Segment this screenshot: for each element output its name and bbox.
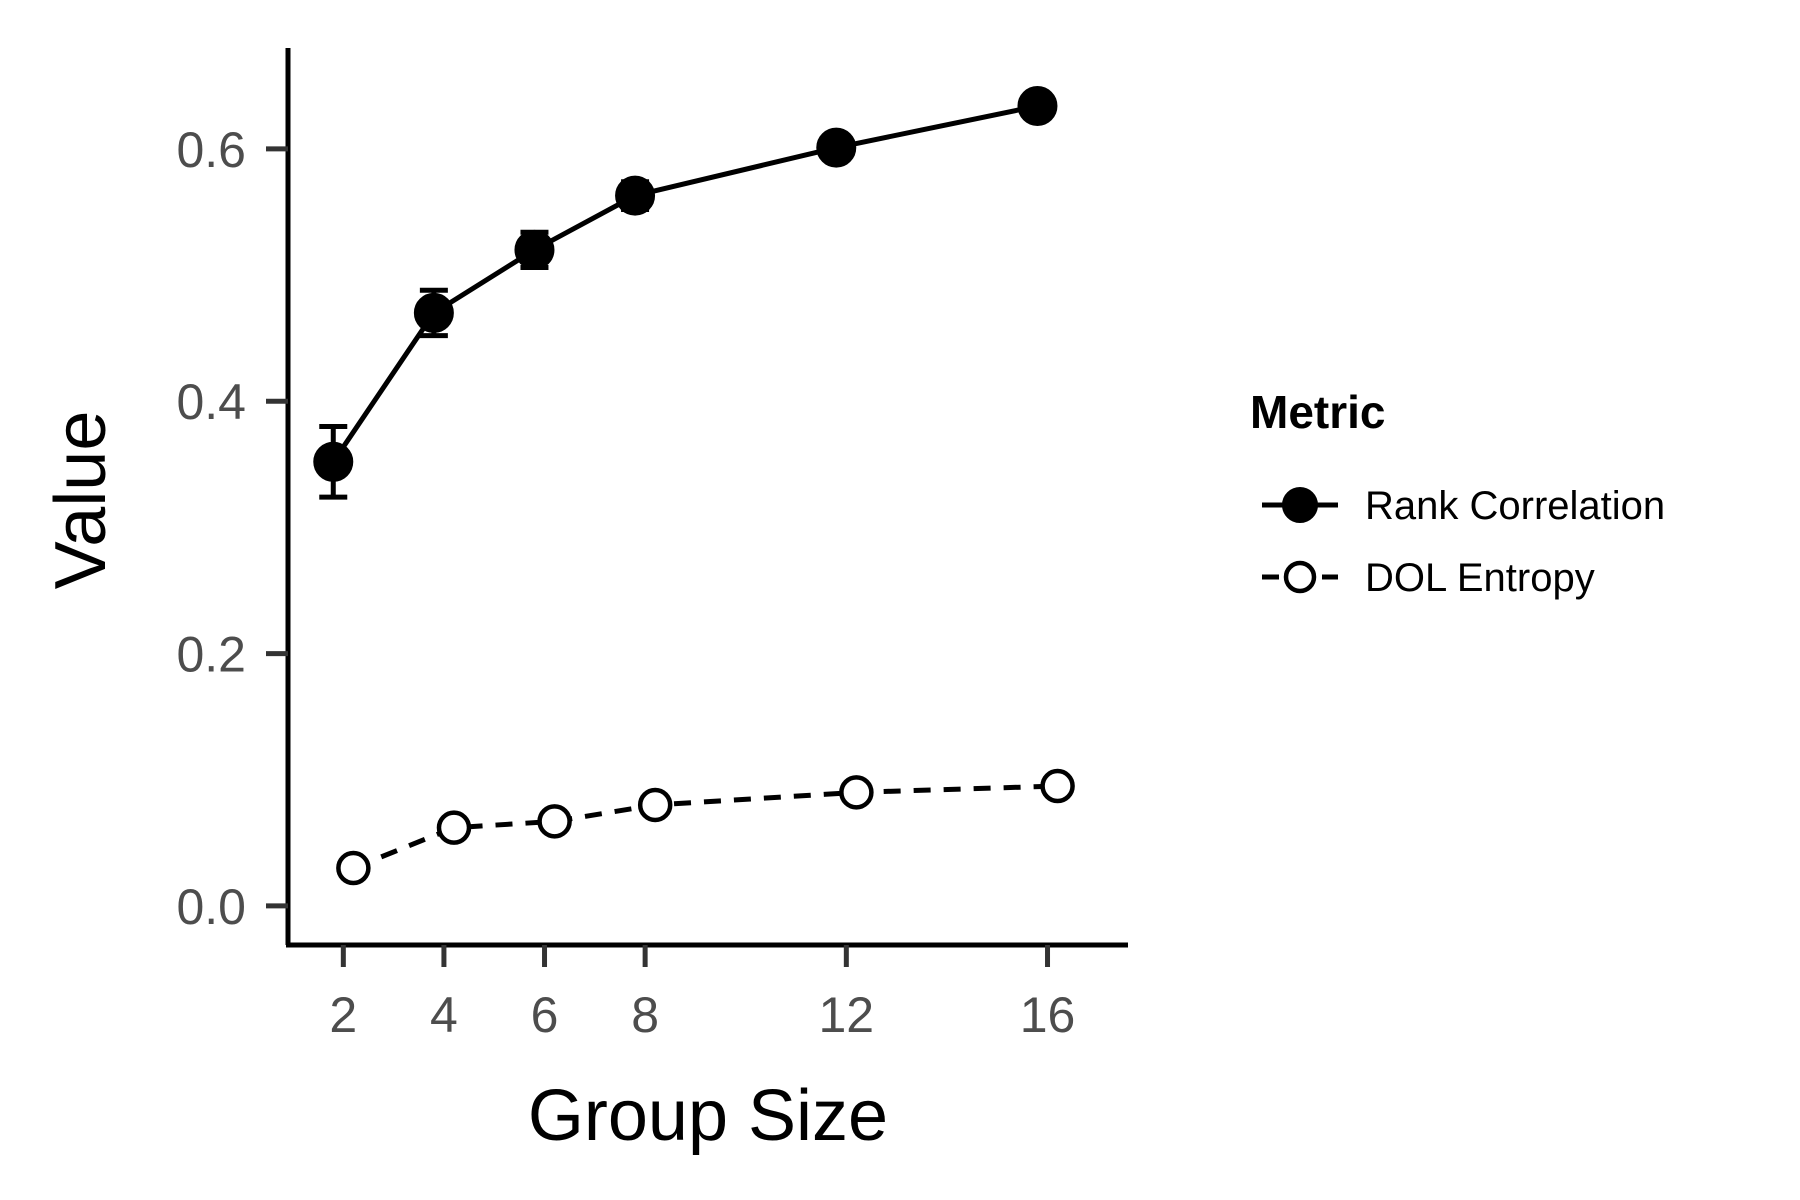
x-tick-label-2: 6 xyxy=(531,987,559,1043)
legend-item-rank-correlation: Rank Correlation xyxy=(1262,484,1665,528)
plot-area xyxy=(313,86,1075,886)
dol-entropy-line xyxy=(352,783,1058,871)
rank-correlation-point-5 xyxy=(1017,86,1058,127)
y-axis-ticks: 0.0 0.2 0.4 0.6 xyxy=(176,122,288,935)
legend-title: Metric xyxy=(1250,386,1385,438)
legend-label-rank-correlation: Rank Correlation xyxy=(1365,484,1665,528)
rank-correlation-line xyxy=(331,103,1038,464)
legend-items: Rank Correlation DOL Entropy xyxy=(1262,484,1665,600)
y-tick-label-1: 0.2 xyxy=(176,627,246,683)
x-tick-label-3: 8 xyxy=(631,987,659,1043)
x-tick-label-5: 16 xyxy=(1020,987,1076,1043)
rank-correlation-point-0 xyxy=(313,441,354,482)
rank-correlation-point-1 xyxy=(413,292,454,333)
dol-entropy-point-2 xyxy=(537,804,572,839)
rank-correlation-point-2 xyxy=(514,229,555,270)
x-tick-label-0: 2 xyxy=(329,987,357,1043)
legend-key-marker-dol-entropy xyxy=(1283,560,1317,594)
dol-entropy-point-3 xyxy=(637,787,673,823)
dol-entropy-point-4 xyxy=(839,775,874,810)
x-tick-label-4: 12 xyxy=(819,987,875,1043)
y-tick-label-3: 0.6 xyxy=(176,122,246,178)
x-axis-ticks: 2 4 6 8 12 16 xyxy=(329,945,1075,1043)
legend-key-marker-rank-correlation xyxy=(1282,487,1318,523)
legend-item-dol-entropy: DOL Entropy xyxy=(1262,556,1595,600)
dol-entropy-point-0 xyxy=(336,850,371,886)
y-tick-label-0: 0.0 xyxy=(176,879,246,935)
x-tick-label-1: 4 xyxy=(430,987,458,1043)
legend-label-dol-entropy: DOL Entropy xyxy=(1365,556,1595,600)
x-axis-title: Group Size xyxy=(528,1076,888,1156)
dol-entropy-point-5 xyxy=(1040,768,1075,804)
dol-entropy-point-1 xyxy=(436,810,472,845)
rank-correlation-point-4 xyxy=(816,127,857,168)
rank-correlation-point-3 xyxy=(615,175,656,216)
y-tick-label-2: 0.4 xyxy=(176,374,246,430)
legend: Metric Rank Correlation DOL Entropy xyxy=(1250,386,1665,600)
y-axis-title: Value xyxy=(41,411,121,590)
